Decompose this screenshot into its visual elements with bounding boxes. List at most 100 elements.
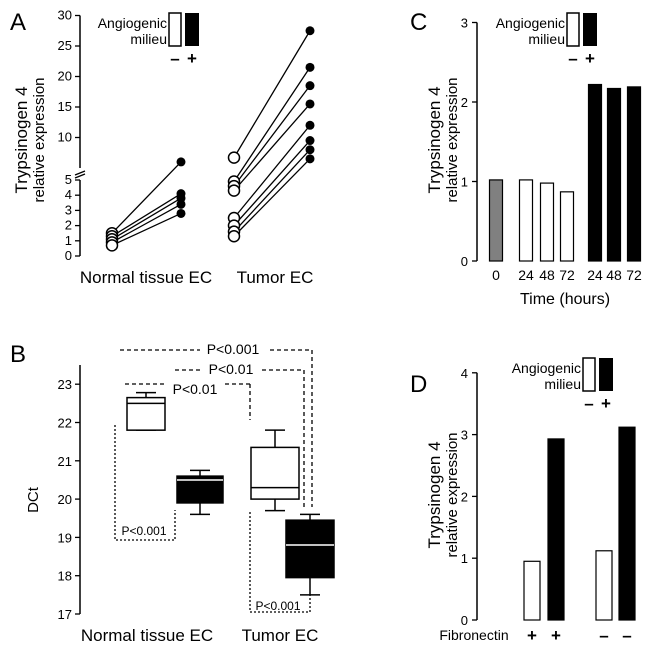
panel-a-pair-lines	[111, 30, 311, 246]
panel-a-point-filled	[305, 154, 315, 164]
panel-c-bars	[488, 83, 642, 262]
panel-c-bar	[539, 182, 555, 262]
sig-label-4: P<0.001	[121, 524, 166, 538]
panel-c-x-tick-label: 48	[539, 267, 555, 283]
panel-c-ylabel: Trypsinogen 4 relative expression	[425, 77, 461, 202]
legend-a-line2: milieu	[130, 31, 167, 47]
panel-c-ylabel-line2: relative expression	[444, 77, 461, 202]
panel-a-points	[105, 26, 315, 252]
panel-c-bar	[518, 179, 534, 262]
panel-a-pair-line	[233, 66, 311, 182]
panel-a-pair-line	[233, 103, 311, 192]
panel-label-a: A	[10, 9, 26, 36]
panel-a-point-filled	[305, 81, 315, 91]
panel-c-bar	[587, 83, 603, 262]
panel-a-point-filled	[176, 208, 186, 218]
legend-d-black-box	[599, 358, 613, 391]
panel-c-x-tick-label: 72	[626, 267, 642, 283]
panel-c-x-tick-label: 0	[492, 267, 500, 283]
panel-a-point-filled	[305, 62, 315, 72]
panel-b-tick-label: 19	[58, 530, 72, 545]
panel-a-point-open	[227, 229, 241, 243]
panel-d-tick-label: 3	[461, 428, 468, 443]
panel-a-tick-label: 20	[58, 69, 72, 84]
panel-c-ylabel-line1: Trypsinogen 4	[425, 86, 444, 193]
panel-a-tick-label: 3	[65, 202, 72, 217]
sig-label-3: P<0.01	[173, 381, 218, 397]
legend-d-line2: milieu	[544, 376, 581, 392]
legend-c-minus: –	[568, 49, 577, 68]
panel-a-pair-line	[233, 140, 311, 227]
panel-d-y-axis: 0 1 2 3 4	[461, 366, 478, 628]
panel-c-y-axis: 0 1 2 3	[461, 16, 478, 269]
panel-c-x-tick-label: 24	[518, 267, 534, 283]
panel-a-point-filled	[176, 199, 186, 209]
panel-a-tick-label: 4	[65, 187, 72, 202]
legend-c-white-box	[566, 12, 580, 47]
panel-label-c: C	[410, 9, 427, 36]
panel-a-pair-line	[111, 212, 182, 246]
panel-d-legend: Angiogenic milieu – +	[512, 357, 613, 413]
legend-d-minus: –	[584, 394, 593, 413]
legend-c-line1: Angiogenic	[496, 15, 565, 31]
panel-a-pair-line	[233, 149, 311, 233]
panel-d-tick-label: 2	[461, 489, 468, 504]
panel-b-ylabel: DCt	[25, 486, 42, 513]
panel-b-box	[250, 446, 300, 500]
panel-b-box	[285, 519, 335, 579]
panel-d-bar	[595, 550, 613, 621]
panel-c-bar	[488, 179, 504, 262]
panel-a-axis-break-1	[74, 170, 86, 176]
legend-d-white-box	[582, 357, 596, 392]
panel-a-xlabel-tumor: Tumor EC	[237, 268, 314, 287]
panel-d-fibronectin-signs: + + – –	[527, 626, 632, 645]
panel-c-tick-label: 0	[461, 254, 468, 269]
legend-a-black-box	[185, 13, 199, 46]
panel-c: Trypsinogen 4 relative expression 0 1 2 3 0…	[425, 12, 642, 308]
panel-a-tick-label: 10	[58, 130, 72, 145]
panel-b-box	[126, 396, 166, 431]
panel-c-tick-label: 2	[461, 95, 468, 110]
panel-c-bar	[606, 87, 622, 262]
legend-a-white-box	[168, 12, 182, 47]
panel-a-point-filled	[305, 145, 315, 155]
panel-b-y-axis: 17 18 19 20 21 22 23	[58, 365, 81, 622]
panel-a-tick-label: 5	[65, 172, 72, 187]
panel-c-tick-label: 3	[461, 16, 468, 31]
panel-a-tick-label: 30	[58, 8, 72, 23]
panel-d-xlabel: Fibronectin	[439, 627, 508, 643]
panel-label-b: B	[10, 341, 26, 368]
panel-a-point-filled	[305, 26, 315, 36]
panel-d-fibronectin-sign: –	[622, 626, 631, 645]
panel-c-legend: Angiogenic milieu – +	[496, 12, 597, 68]
legend-a-minus: –	[170, 49, 179, 68]
panel-c-bar	[626, 86, 642, 262]
sig-label-2: P<0.01	[209, 361, 254, 377]
panel-a-point-filled	[305, 120, 315, 130]
panel-b-xlabel-tumor: Tumor EC	[242, 626, 319, 645]
panel-a-pair-line	[111, 193, 182, 237]
legend-c-black-box	[583, 13, 597, 46]
panel-a-ylabel-line1: Trypsinogen 4	[12, 86, 31, 193]
panel-a-tick-label: 25	[58, 38, 72, 53]
panel-a-ylabel: Trypsinogen 4 relative expression	[12, 77, 48, 202]
panel-b: DCt 17 18 19 20 21 22 23 P<0.001 P<0.01 P<0.01…	[25, 341, 335, 645]
panel-a-pair-line	[233, 124, 311, 219]
panel-d-tick-label: 0	[461, 613, 468, 628]
panel-a-point-open	[227, 184, 241, 197]
panel-b-tick-label: 23	[58, 377, 72, 392]
panel-d-bar	[523, 560, 541, 621]
legend-c-plus: +	[585, 49, 595, 68]
panel-a-pair-line	[233, 158, 311, 237]
panel-d-bars	[523, 426, 636, 621]
panel-d: Trypsinogen 4 relative expression 01234 …	[425, 357, 636, 645]
panel-c-xlabel: Time (hours)	[520, 291, 610, 308]
panel-a-point-filled	[305, 136, 315, 146]
panel-a-tick-label: 2	[65, 218, 72, 233]
panel-c-x-tick-label: 48	[606, 267, 622, 283]
panel-b-tick-label: 20	[58, 492, 72, 507]
panel-c-x-tick-label: 24	[587, 267, 603, 283]
sig-bracket-5	[249, 512, 311, 613]
panel-a-axis-break-2	[74, 173, 86, 179]
